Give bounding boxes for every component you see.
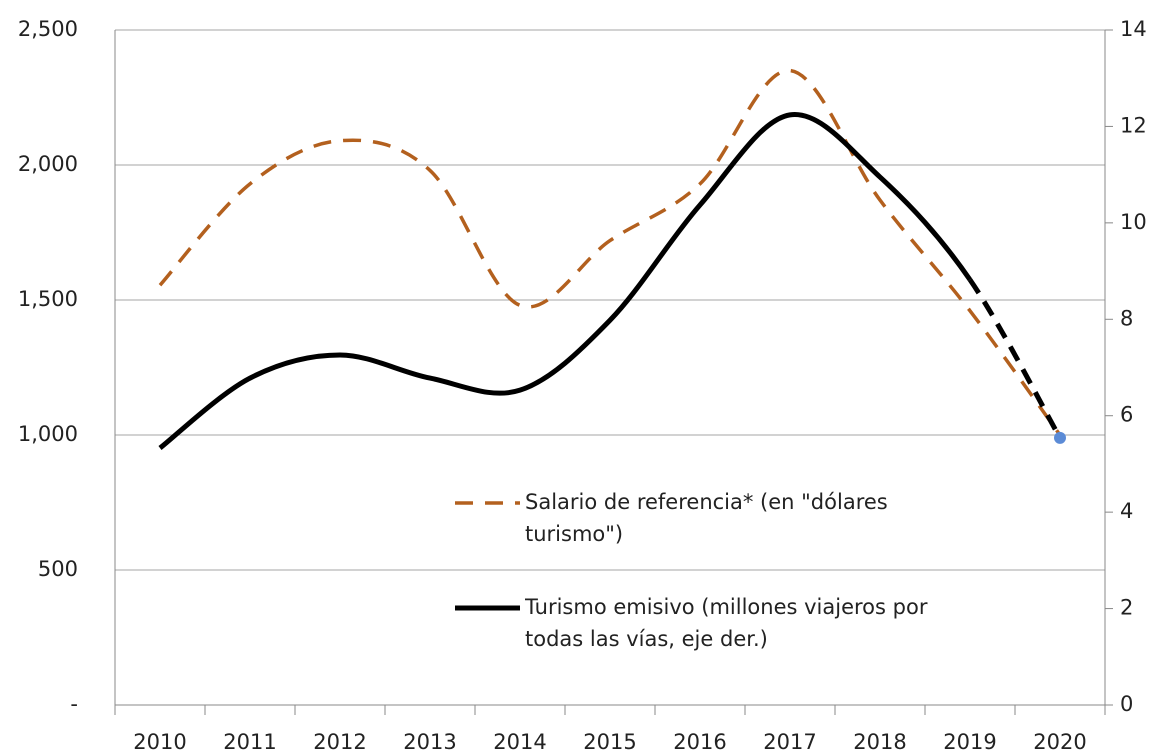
y-tick-label: 500 — [38, 557, 78, 581]
x-tick-label: 2017 — [763, 730, 816, 754]
legend-label: Turismo emisivo (millones viajeros por t… — [525, 595, 928, 651]
y2-tick-label: 14 — [1120, 17, 1147, 41]
y-tick-label: 1,500 — [18, 287, 78, 311]
y2-tick-label: 4 — [1120, 499, 1133, 523]
point-marker — [1054, 431, 1066, 444]
x-tick-label: 2016 — [673, 730, 726, 754]
y-tick-label: 1,000 — [18, 422, 78, 446]
legend-label: Salario de referencia* (en "dólares turi… — [525, 490, 888, 546]
series-line — [158, 112, 973, 450]
legend-entry: Salario de referencia* (en "dólares turi… — [525, 490, 888, 546]
x-tick-label: 2013 — [403, 730, 456, 754]
x-tick-label: 2020 — [1033, 730, 1086, 754]
x-tick-label: 2011 — [223, 730, 276, 754]
y2-tick-label: 12 — [1120, 113, 1147, 137]
y2-tick-label: 0 — [1120, 692, 1133, 716]
x-tick-label: 2014 — [493, 730, 546, 754]
x-tick-label: 2018 — [853, 730, 906, 754]
projected-line — [967, 278, 1063, 440]
y2-tick-label: 6 — [1120, 403, 1133, 427]
y2-tick-label: 8 — [1120, 306, 1133, 330]
x-tick-label: 2012 — [313, 730, 366, 754]
series-line — [158, 68, 1062, 437]
y2-tick-label: 2 — [1120, 596, 1133, 620]
x-tick-label: 2019 — [943, 730, 996, 754]
legend-entry: Turismo emisivo (millones viajeros por t… — [525, 595, 928, 651]
y2-tick-label: 10 — [1120, 210, 1147, 234]
x-tick-label: 2015 — [583, 730, 636, 754]
y-tick-label: 2,500 — [18, 17, 78, 41]
y-tick-label: 2,000 — [18, 152, 78, 176]
y-tick-label: - — [70, 692, 78, 716]
x-tick-label: 2010 — [133, 730, 186, 754]
